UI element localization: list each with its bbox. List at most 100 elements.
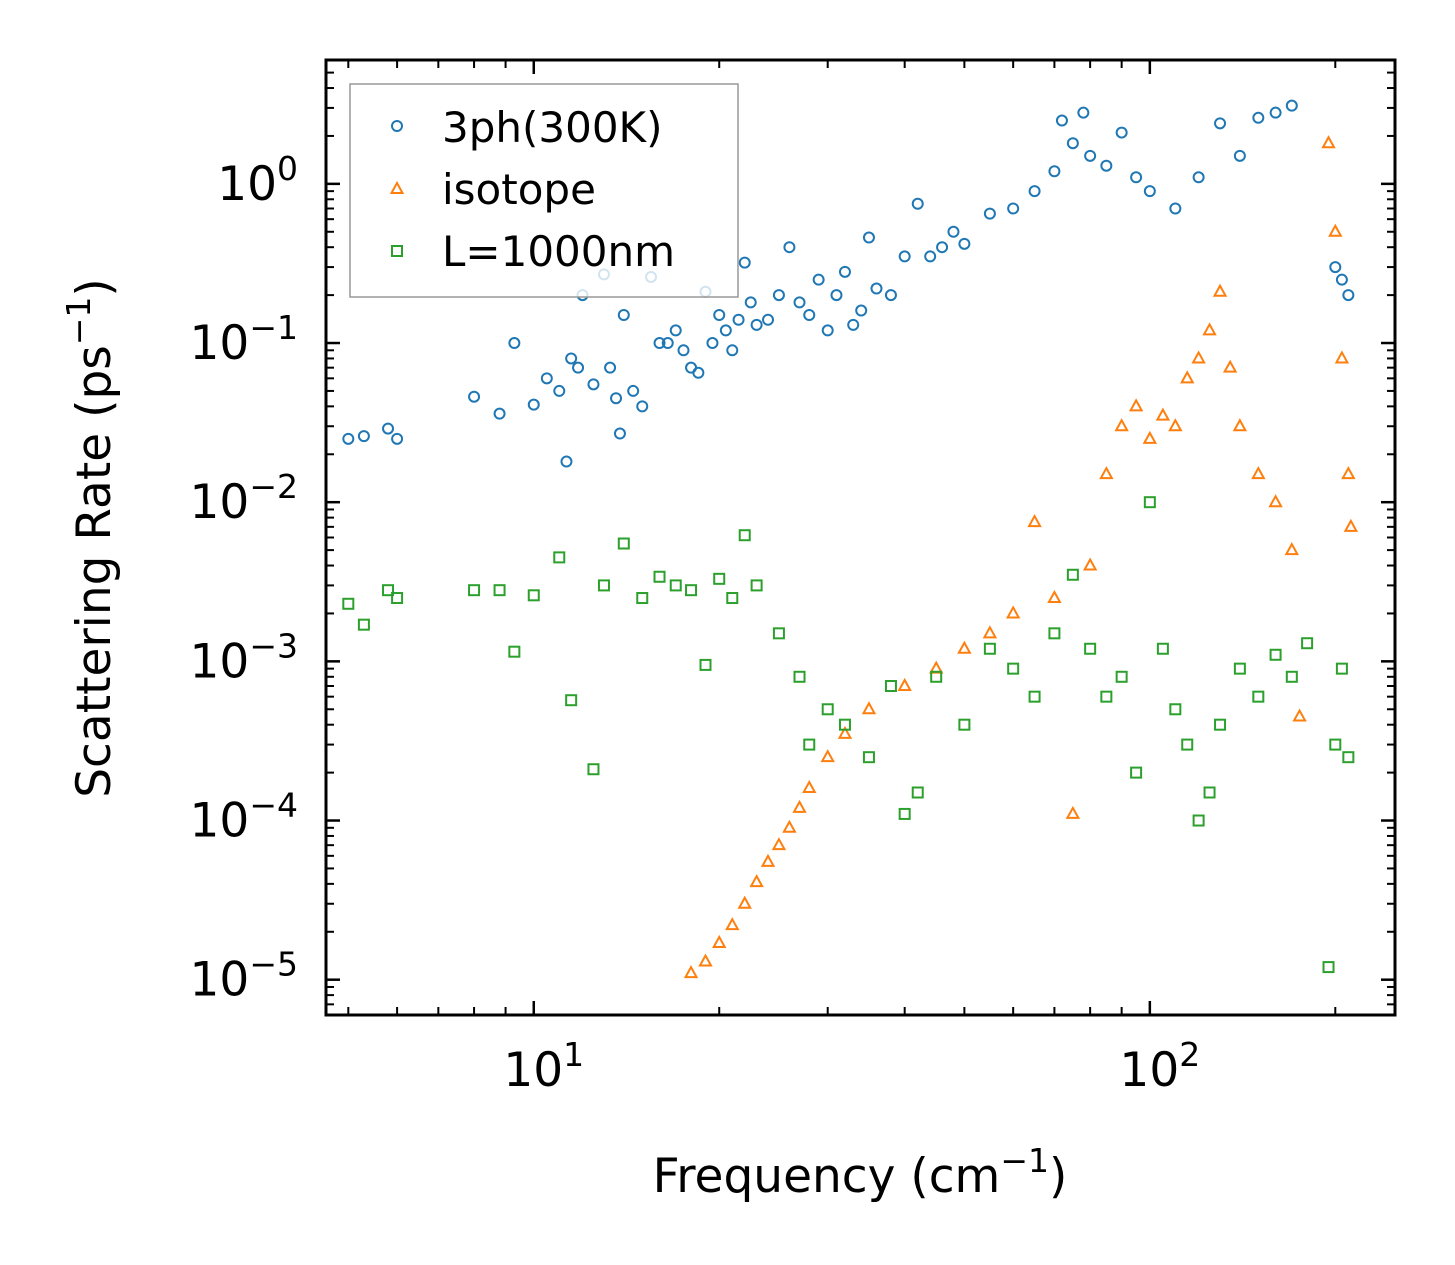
- data-point-boundary: [685, 584, 698, 597]
- data-point-isotope: [760, 853, 776, 867]
- data-point-boundary: [1252, 690, 1265, 703]
- data-point-boundary: [750, 579, 763, 592]
- data-point-isotope: [1284, 542, 1300, 556]
- data-point-isotope: [1202, 322, 1217, 336]
- y-tick-label: 10−3: [190, 626, 298, 689]
- data-point-3ph: [661, 337, 674, 350]
- data-point-3ph: [1028, 185, 1041, 198]
- data-point-3ph: [1100, 159, 1113, 172]
- data-point-3ph: [382, 422, 395, 435]
- data-point-3ph: [627, 384, 640, 397]
- data-point-3ph: [738, 256, 751, 269]
- data-point-isotope: [1343, 518, 1359, 532]
- data-layer: [342, 99, 1359, 979]
- data-point-3ph: [1329, 261, 1342, 274]
- data-point-3ph: [911, 197, 924, 210]
- data-point-boundary: [1322, 961, 1335, 974]
- data-point-3ph: [783, 241, 796, 254]
- data-point-boundary: [793, 670, 806, 683]
- data-point-boundary: [669, 579, 682, 592]
- x-tick-base: 10: [1119, 1043, 1179, 1098]
- data-point-isotope: [1222, 359, 1238, 373]
- data-point-3ph: [342, 432, 355, 445]
- data-point-3ph: [587, 378, 600, 391]
- data-point-isotope: [683, 965, 699, 979]
- y-tick-exp: −1: [249, 308, 298, 347]
- data-point-boundary: [911, 786, 924, 799]
- data-point-isotope: [957, 640, 972, 654]
- data-point-3ph: [508, 337, 521, 350]
- data-point-isotope: [712, 934, 727, 949]
- data-point-3ph: [1269, 106, 1282, 119]
- y-tick-label: 10−5: [190, 945, 298, 1008]
- data-point-boundary: [958, 718, 971, 731]
- data-point-isotope: [1341, 466, 1356, 480]
- data-point-3ph: [750, 318, 763, 331]
- y-tick-base: 10: [190, 634, 250, 689]
- data-point-3ph: [1066, 137, 1079, 150]
- data-point-isotope: [792, 799, 807, 813]
- y-tick-label: 10−4: [190, 786, 298, 849]
- legend: 3ph(300K) isotope L=1000nm: [349, 83, 739, 298]
- data-point-3ph: [617, 308, 630, 321]
- data-point-3ph: [870, 282, 883, 295]
- data-point-isotope: [1168, 418, 1183, 432]
- data-point-boundary: [803, 738, 816, 751]
- data-point-3ph: [1084, 149, 1097, 162]
- data-point-boundary: [699, 658, 712, 671]
- data-point-boundary: [1233, 662, 1246, 675]
- data-point-isotope: [1128, 398, 1144, 412]
- x-tick-exp: 1: [563, 1035, 584, 1074]
- plot-frame: [324, 58, 1397, 1017]
- data-point-boundary: [1143, 496, 1156, 509]
- data-point-boundary: [1028, 690, 1041, 703]
- data-point-3ph: [706, 337, 719, 350]
- y-tick-base: 10: [190, 475, 250, 530]
- data-point-3ph: [540, 372, 553, 385]
- data-point-boundary: [493, 584, 506, 597]
- data-point-3ph: [677, 344, 690, 357]
- data-point-boundary: [636, 592, 649, 605]
- data-point-3ph: [1077, 106, 1090, 119]
- data-point-boundary: [898, 807, 911, 820]
- data-point-3ph: [924, 250, 937, 263]
- data-point-3ph: [812, 273, 825, 286]
- x-tick-exp: 2: [1179, 1035, 1200, 1074]
- data-point-boundary: [1214, 718, 1227, 731]
- data-point-3ph: [604, 361, 617, 374]
- data-point-boundary: [357, 618, 370, 631]
- data-point-isotope: [1180, 370, 1195, 384]
- data-point-isotope: [1114, 418, 1129, 432]
- data-point-boundary: [838, 718, 851, 731]
- data-point-3ph: [1252, 111, 1265, 124]
- data-point-boundary: [597, 579, 610, 592]
- data-point-3ph: [572, 361, 585, 374]
- data-point-isotope: [1027, 514, 1042, 528]
- data-point-isotope: [1292, 708, 1307, 722]
- y-tick-exp: 0: [277, 149, 298, 188]
- data-point-boundary: [1329, 738, 1342, 751]
- data-point-3ph: [1335, 273, 1348, 286]
- y-tick-label: 10−1: [190, 308, 298, 371]
- data-point-isotope: [1099, 466, 1114, 480]
- data-point-3ph: [493, 407, 506, 420]
- data-point-boundary: [508, 645, 521, 658]
- data-point-boundary: [653, 570, 666, 583]
- data-point-3ph: [1342, 289, 1355, 302]
- y-tick-base: 10: [190, 953, 250, 1008]
- x-tick-label: 101: [503, 1035, 584, 1098]
- data-point-isotope: [1142, 430, 1158, 444]
- data-point-3ph: [357, 430, 370, 443]
- data-point-3ph: [391, 432, 404, 445]
- x-tick-labels: 101 102: [503, 1035, 1200, 1098]
- data-point-isotope: [1005, 605, 1021, 619]
- data-point-isotope: [1321, 135, 1336, 149]
- data-point-boundary: [983, 642, 996, 655]
- data-point-boundary: [1269, 648, 1282, 661]
- y-tick-exp: −2: [249, 467, 298, 506]
- data-point-3ph: [898, 250, 911, 263]
- data-point-boundary: [382, 584, 395, 597]
- data-point-boundary: [713, 572, 726, 585]
- data-point-3ph: [821, 324, 834, 337]
- data-point-isotope: [802, 779, 817, 794]
